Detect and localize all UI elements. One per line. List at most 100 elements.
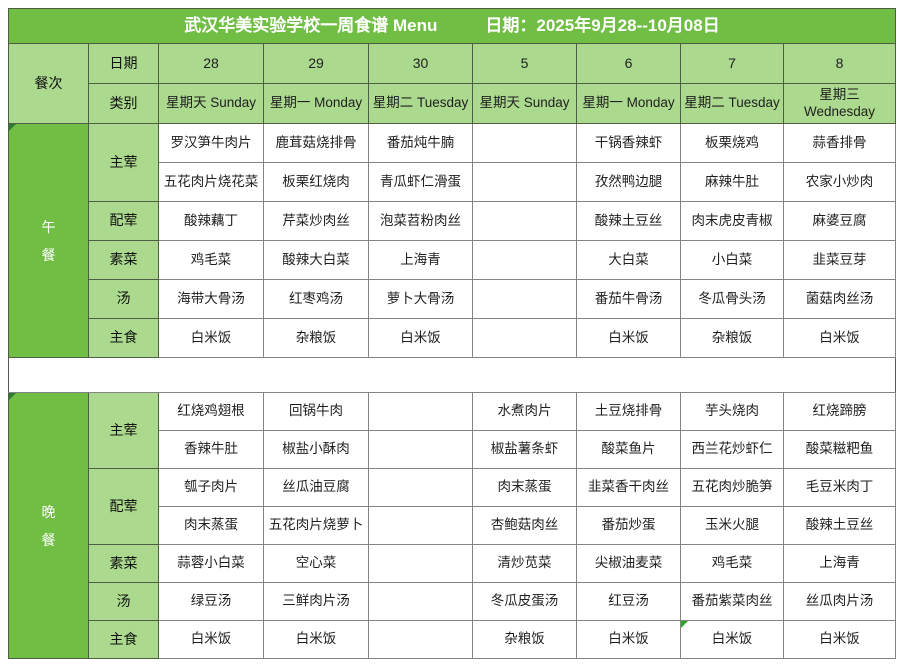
dish-cell: 红豆汤 <box>576 582 681 621</box>
dish-cell: 麻辣牛肚 <box>680 162 784 202</box>
lunch-meal-header: 午餐 <box>8 123 89 358</box>
dish-cell: 玉米火腿 <box>680 506 784 545</box>
comment-flag-icon <box>681 621 688 628</box>
dish-cell: 香辣牛肚 <box>158 430 264 469</box>
dish-cell: 小白菜 <box>680 240 784 280</box>
dish-cell: 瓠子肉片 <box>158 468 264 507</box>
dish-cell: 酸辣藕丁 <box>158 201 264 241</box>
date-cell: 5 <box>472 43 577 84</box>
dish-cell: 肉末蒸蛋 <box>472 468 577 507</box>
dish-text: 白米饭 <box>711 631 753 647</box>
dish-cell: 绿豆汤 <box>158 582 264 621</box>
dish-cell: 韭菜香干肉丝 <box>576 468 681 507</box>
dish-cell: 大白菜 <box>576 240 681 280</box>
dish-cell <box>368 468 473 507</box>
dish-cell: 椒盐薯条虾 <box>472 430 577 469</box>
dish-cell: 水煮肉片 <box>472 392 577 431</box>
dish-cell: 鸡毛菜 <box>680 544 784 583</box>
dish-cell: 酸菜鱼片 <box>576 430 681 469</box>
dish-cell: 酸辣土豆丝 <box>576 201 681 241</box>
dish-cell: 萝卜大骨汤 <box>368 279 473 319</box>
title-bar: 武汉华美实验学校一周食谱 Menu 日期：2025年9月28--10月08日 <box>8 8 896 44</box>
dish-cell: 上海青 <box>783 544 896 583</box>
dish-cell <box>472 162 577 202</box>
dish-cell: 板栗红烧肉 <box>263 162 369 202</box>
comment-flag-icon <box>9 124 16 131</box>
dinner-category-staple: 主食 <box>88 620 159 659</box>
dish-cell: 泡菜苕粉肉丝 <box>368 201 473 241</box>
lunch-category-main-meat: 主荤 <box>88 123 159 202</box>
dish-cell: 鹿茸菇烧排骨 <box>263 123 369 163</box>
date-cell: 28 <box>158 43 264 84</box>
weekday-cell: 星期一 Monday <box>576 83 681 124</box>
comment-flag-icon <box>9 393 16 400</box>
weekly-menu-table: 武汉华美实验学校一周食谱 Menu 日期：2025年9月28--10月08日 餐… <box>8 8 896 659</box>
dish-cell: 番茄紫菜肉丝 <box>680 582 784 621</box>
dish-cell: 冬瓜皮蛋汤 <box>472 582 577 621</box>
dish-cell: 青瓜虾仁滑蛋 <box>368 162 473 202</box>
dish-cell: 芋头烧肉 <box>680 392 784 431</box>
dish-cell: 鸡毛菜 <box>158 240 264 280</box>
weekday-cell: 星期三 Wednesday <box>783 83 896 124</box>
page-title: 武汉华美实验学校一周食谱 Menu <box>184 16 438 36</box>
date-range: 日期：2025年9月28--10月08日 <box>485 16 720 36</box>
dish-cell: 上海青 <box>368 240 473 280</box>
dish-cell <box>368 620 473 659</box>
dish-cell: 白米饭 <box>158 620 264 659</box>
dish-cell: 红烧鸡翅根 <box>158 392 264 431</box>
dish-cell: 杂粮饭 <box>680 318 784 358</box>
dish-cell: 清炒苋菜 <box>472 544 577 583</box>
dish-cell <box>472 318 577 358</box>
dish-cell: 白米饭 <box>783 318 896 358</box>
dish-cell: 白米饭 <box>158 318 264 358</box>
dish-cell: 肉末虎皮青椒 <box>680 201 784 241</box>
dish-cell: 板栗烧鸡 <box>680 123 784 163</box>
dish-cell: 丝瓜肉片汤 <box>783 582 896 621</box>
dish-cell: 番茄炒蛋 <box>576 506 681 545</box>
dish-cell: 尖椒油麦菜 <box>576 544 681 583</box>
dish-cell: 韭菜豆芽 <box>783 240 896 280</box>
dinner-category-side-meat: 配荤 <box>88 468 159 545</box>
dish-cell: 白米饭 <box>576 318 681 358</box>
dish-cell: 杏鲍菇肉丝 <box>472 506 577 545</box>
dish-cell: 红烧蹄膀 <box>783 392 896 431</box>
dish-cell: 干锅香辣虾 <box>576 123 681 163</box>
dish-cell: 椒盐小酥肉 <box>263 430 369 469</box>
dish-cell: 菌菇肉丝汤 <box>783 279 896 319</box>
date-cell: 29 <box>263 43 369 84</box>
dish-cell: 酸辣大白菜 <box>263 240 369 280</box>
dinner-category-vegetable: 素菜 <box>88 544 159 583</box>
category-row-label: 类别 <box>88 83 159 124</box>
dish-cell: 农家小炒肉 <box>783 162 896 202</box>
dish-cell <box>472 123 577 163</box>
dish-cell: 海带大骨汤 <box>158 279 264 319</box>
lunch-category-staple: 主食 <box>88 318 159 358</box>
weekday-cell: 星期二 Tuesday <box>368 83 473 124</box>
dish-cell: 白米饭 <box>263 620 369 659</box>
dish-cell: 西兰花炒虾仁 <box>680 430 784 469</box>
dish-cell: 番茄牛骨汤 <box>576 279 681 319</box>
menu-spreadsheet: 武汉华美实验学校一周食谱 Menu 日期：2025年9月28--10月08日 餐… <box>8 8 896 659</box>
dish-cell: 孜然鸭边腿 <box>576 162 681 202</box>
dish-cell <box>368 544 473 583</box>
dish-cell: 土豆烧排骨 <box>576 392 681 431</box>
dish-cell: 麻婆豆腐 <box>783 201 896 241</box>
lunch-category-side-meat: 配荤 <box>88 201 159 241</box>
dish-cell: 白米饭 <box>783 620 896 659</box>
dish-cell: 肉末蒸蛋 <box>158 506 264 545</box>
lunch-category-soup: 汤 <box>88 279 159 319</box>
dish-cell <box>368 506 473 545</box>
dish-cell: 番茄炖牛腩 <box>368 123 473 163</box>
dinner-category-soup: 汤 <box>88 582 159 621</box>
dish-cell: 回锅牛肉 <box>263 392 369 431</box>
dish-cell: 三鲜肉片汤 <box>263 582 369 621</box>
dish-cell <box>368 582 473 621</box>
dish-cell: 白米饭 <box>680 620 784 659</box>
dish-cell: 酸辣土豆丝 <box>783 506 896 545</box>
date-row-label: 日期 <box>88 43 159 84</box>
dinner-meal-header: 晚餐 <box>8 392 89 659</box>
dish-cell: 罗汉笋牛肉片 <box>158 123 264 163</box>
dish-cell <box>368 430 473 469</box>
weekday-cell: 星期二 Tuesday <box>680 83 784 124</box>
dish-cell <box>472 240 577 280</box>
